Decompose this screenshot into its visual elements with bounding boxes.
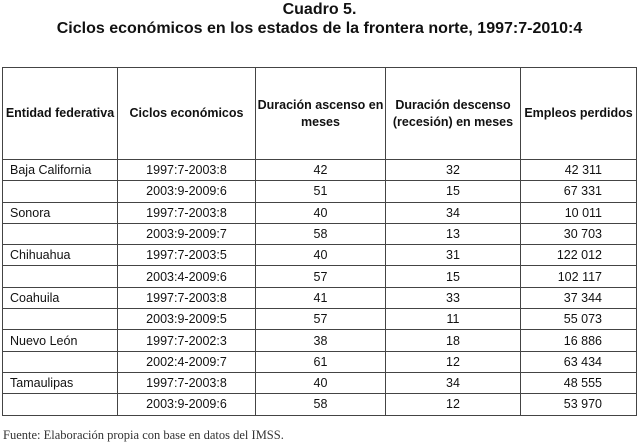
cell-ciclo: 1997:7-2003:8 xyxy=(117,371,256,395)
table-row: 2003:9-2009:5 57 11 55 073 xyxy=(2,308,637,331)
cell-descenso: 15 xyxy=(385,180,521,203)
cell-ascenso: 40 xyxy=(255,201,386,224)
cell-ciclo: 2003:9-2009:5 xyxy=(117,308,256,331)
cell-ascenso: 58 xyxy=(255,222,386,246)
cell-descenso: 12 xyxy=(385,393,521,416)
cell-ascenso: 61 xyxy=(255,350,386,373)
cell-ciclo: 2003:9-2009:6 xyxy=(117,393,256,416)
business-cycles-table: Entidad federativa Ciclos económicos Dur… xyxy=(2,67,637,416)
cell-descenso: 31 xyxy=(385,244,521,267)
cell-empleos: 102 117 xyxy=(520,265,637,288)
cell-ascenso: 57 xyxy=(255,308,386,331)
table-row: Sonora 1997:7-2003:8 40 34 10 011 xyxy=(2,201,637,224)
header-descenso: Duración descenso (recesión) en meses xyxy=(385,67,521,160)
cell-ascenso: 40 xyxy=(255,244,386,267)
cell-entidad: Sonora xyxy=(2,201,118,224)
cell-empleos: 53 970 xyxy=(520,393,637,416)
cell-entidad xyxy=(2,222,118,246)
cell-entidad: Tamaulipas xyxy=(2,371,118,395)
cell-entidad xyxy=(2,180,118,203)
cell-ciclo: 1997:7-2003:8 xyxy=(117,286,256,310)
cell-ciclo: 2003:4-2009:6 xyxy=(117,265,256,288)
cell-ascenso: 51 xyxy=(255,180,386,203)
cell-entidad: Chihuahua xyxy=(2,244,118,267)
cell-descenso: 34 xyxy=(385,201,521,224)
cell-ciclo: 1997:7-2002:3 xyxy=(117,329,256,352)
cell-ascenso: 40 xyxy=(255,371,386,395)
cell-empleos: 42 311 xyxy=(520,158,637,182)
header-ciclos: Ciclos económicos xyxy=(117,67,256,160)
table-row: Chihuahua 1997:7-2003:5 40 31 122 012 xyxy=(2,244,637,267)
cell-ascenso: 57 xyxy=(255,265,386,288)
table-caption-title: Ciclos económicos en los estados de la f… xyxy=(56,20,583,37)
header-entidad: Entidad federativa xyxy=(2,67,118,160)
cell-empleos: 63 434 xyxy=(520,350,637,373)
table-row: 2003:9-2009:6 51 15 67 331 xyxy=(2,180,637,203)
table-row: 2002:4-2009:7 61 12 63 434 xyxy=(2,350,637,373)
cell-entidad xyxy=(2,350,118,373)
cell-ciclo: 2003:9-2009:6 xyxy=(117,180,256,203)
table-caption-number: Cuadro 5. xyxy=(282,1,357,18)
cell-empleos: 122 012 xyxy=(520,244,637,267)
cell-ciclo: 1997:7-2003:5 xyxy=(117,244,256,267)
cell-ciclo: 1997:7-2003:8 xyxy=(117,201,256,224)
cell-empleos: 55 073 xyxy=(520,308,637,331)
cell-descenso: 11 xyxy=(385,308,521,331)
table-row: Tamaulipas 1997:7-2003:8 40 34 48 555 xyxy=(2,371,637,395)
cell-empleos: 10 011 xyxy=(520,201,637,224)
table-row: Coahuila 1997:7-2003:8 41 33 37 344 xyxy=(2,286,637,310)
table-row: Baja California 1997:7-2003:8 42 32 42 311 xyxy=(2,158,637,182)
cell-descenso: 18 xyxy=(385,329,521,352)
cell-descenso: 33 xyxy=(385,286,521,310)
cell-ascenso: 38 xyxy=(255,329,386,352)
cell-descenso: 12 xyxy=(385,350,521,373)
cell-entidad: Coahuila xyxy=(2,286,118,310)
cell-ascenso: 58 xyxy=(255,393,386,416)
cell-descenso: 34 xyxy=(385,371,521,395)
table-row: Nuevo León 1997:7-2002:3 38 18 16 886 xyxy=(2,329,637,352)
cell-empleos: 30 703 xyxy=(520,222,637,246)
cell-entidad xyxy=(2,265,118,288)
cell-entidad xyxy=(2,393,118,416)
cell-descenso: 32 xyxy=(385,158,521,182)
table-row: 2003:9-2009:6 58 12 53 970 xyxy=(2,393,637,416)
header-empleos: Empleos perdidos xyxy=(520,67,637,160)
cell-empleos: 67 331 xyxy=(520,180,637,203)
table-body: Baja California 1997:7-2003:8 42 32 42 311 20… xyxy=(2,158,637,416)
cell-ciclo: 2003:9-2009:7 xyxy=(117,222,256,246)
cell-empleos: 16 886 xyxy=(520,329,637,352)
table-row: 2003:4-2009:6 57 15 102 117 xyxy=(2,265,637,288)
cell-descenso: 15 xyxy=(385,265,521,288)
header-ascenso: Duración ascenso en meses xyxy=(255,67,386,160)
table-row: 2003:9-2009:7 58 13 30 703 xyxy=(2,222,637,246)
cell-entidad: Nuevo León xyxy=(2,329,118,352)
cell-ascenso: 41 xyxy=(255,286,386,310)
cell-empleos: 48 555 xyxy=(520,371,637,395)
cell-ascenso: 42 xyxy=(255,158,386,182)
cell-ciclo: 1997:7-2003:8 xyxy=(117,158,256,182)
table-header-row: Entidad federativa Ciclos económicos Dur… xyxy=(2,67,637,160)
cell-entidad xyxy=(2,308,118,331)
cell-empleos: 37 344 xyxy=(520,286,637,310)
cell-ciclo: 2002:4-2009:7 xyxy=(117,350,256,373)
cell-descenso: 13 xyxy=(385,222,521,246)
source-footnote: Fuente: Elaboración propia con base en d… xyxy=(3,428,284,442)
cell-entidad: Baja California xyxy=(2,158,118,182)
